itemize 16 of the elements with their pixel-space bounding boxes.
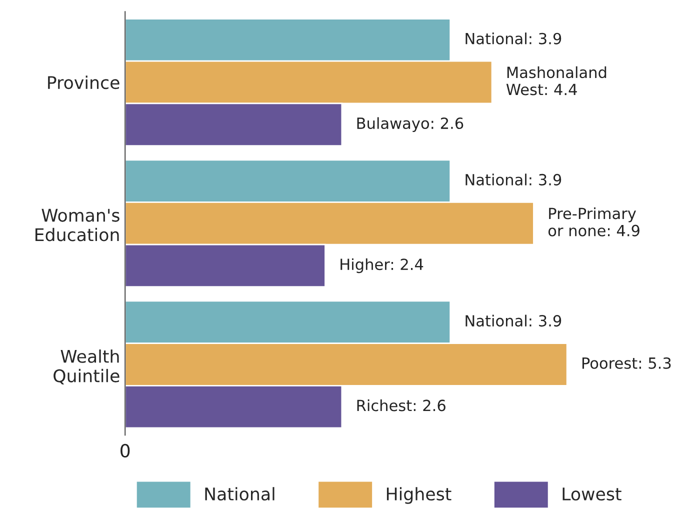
legend-label: Highest xyxy=(386,487,452,504)
y-tick-label: Woman's Education xyxy=(36,208,120,242)
data-label: National: 3.9 xyxy=(466,174,562,186)
data-label: Higher: 2.4 xyxy=(340,258,424,274)
legend-label: National xyxy=(205,487,274,501)
data-label: Mashonaland West: 4.4 xyxy=(506,66,606,96)
data-label: National: 3.9 xyxy=(466,314,562,327)
data-label: Richest: 2.6 xyxy=(357,399,446,412)
y-tick-label: Province xyxy=(48,76,120,90)
text: 0 xyxy=(120,444,130,458)
data-label: National: 3.9 xyxy=(466,32,562,44)
data-label: Bulawayo: 2.6 xyxy=(357,117,464,132)
data-label: Poorest: 5.3 xyxy=(582,357,671,369)
legend-label: Lowest xyxy=(562,488,622,501)
y-tick-label: Wealth Quintile xyxy=(54,349,120,384)
data-label: Pre-Primary or none: 4.9 xyxy=(548,207,640,236)
